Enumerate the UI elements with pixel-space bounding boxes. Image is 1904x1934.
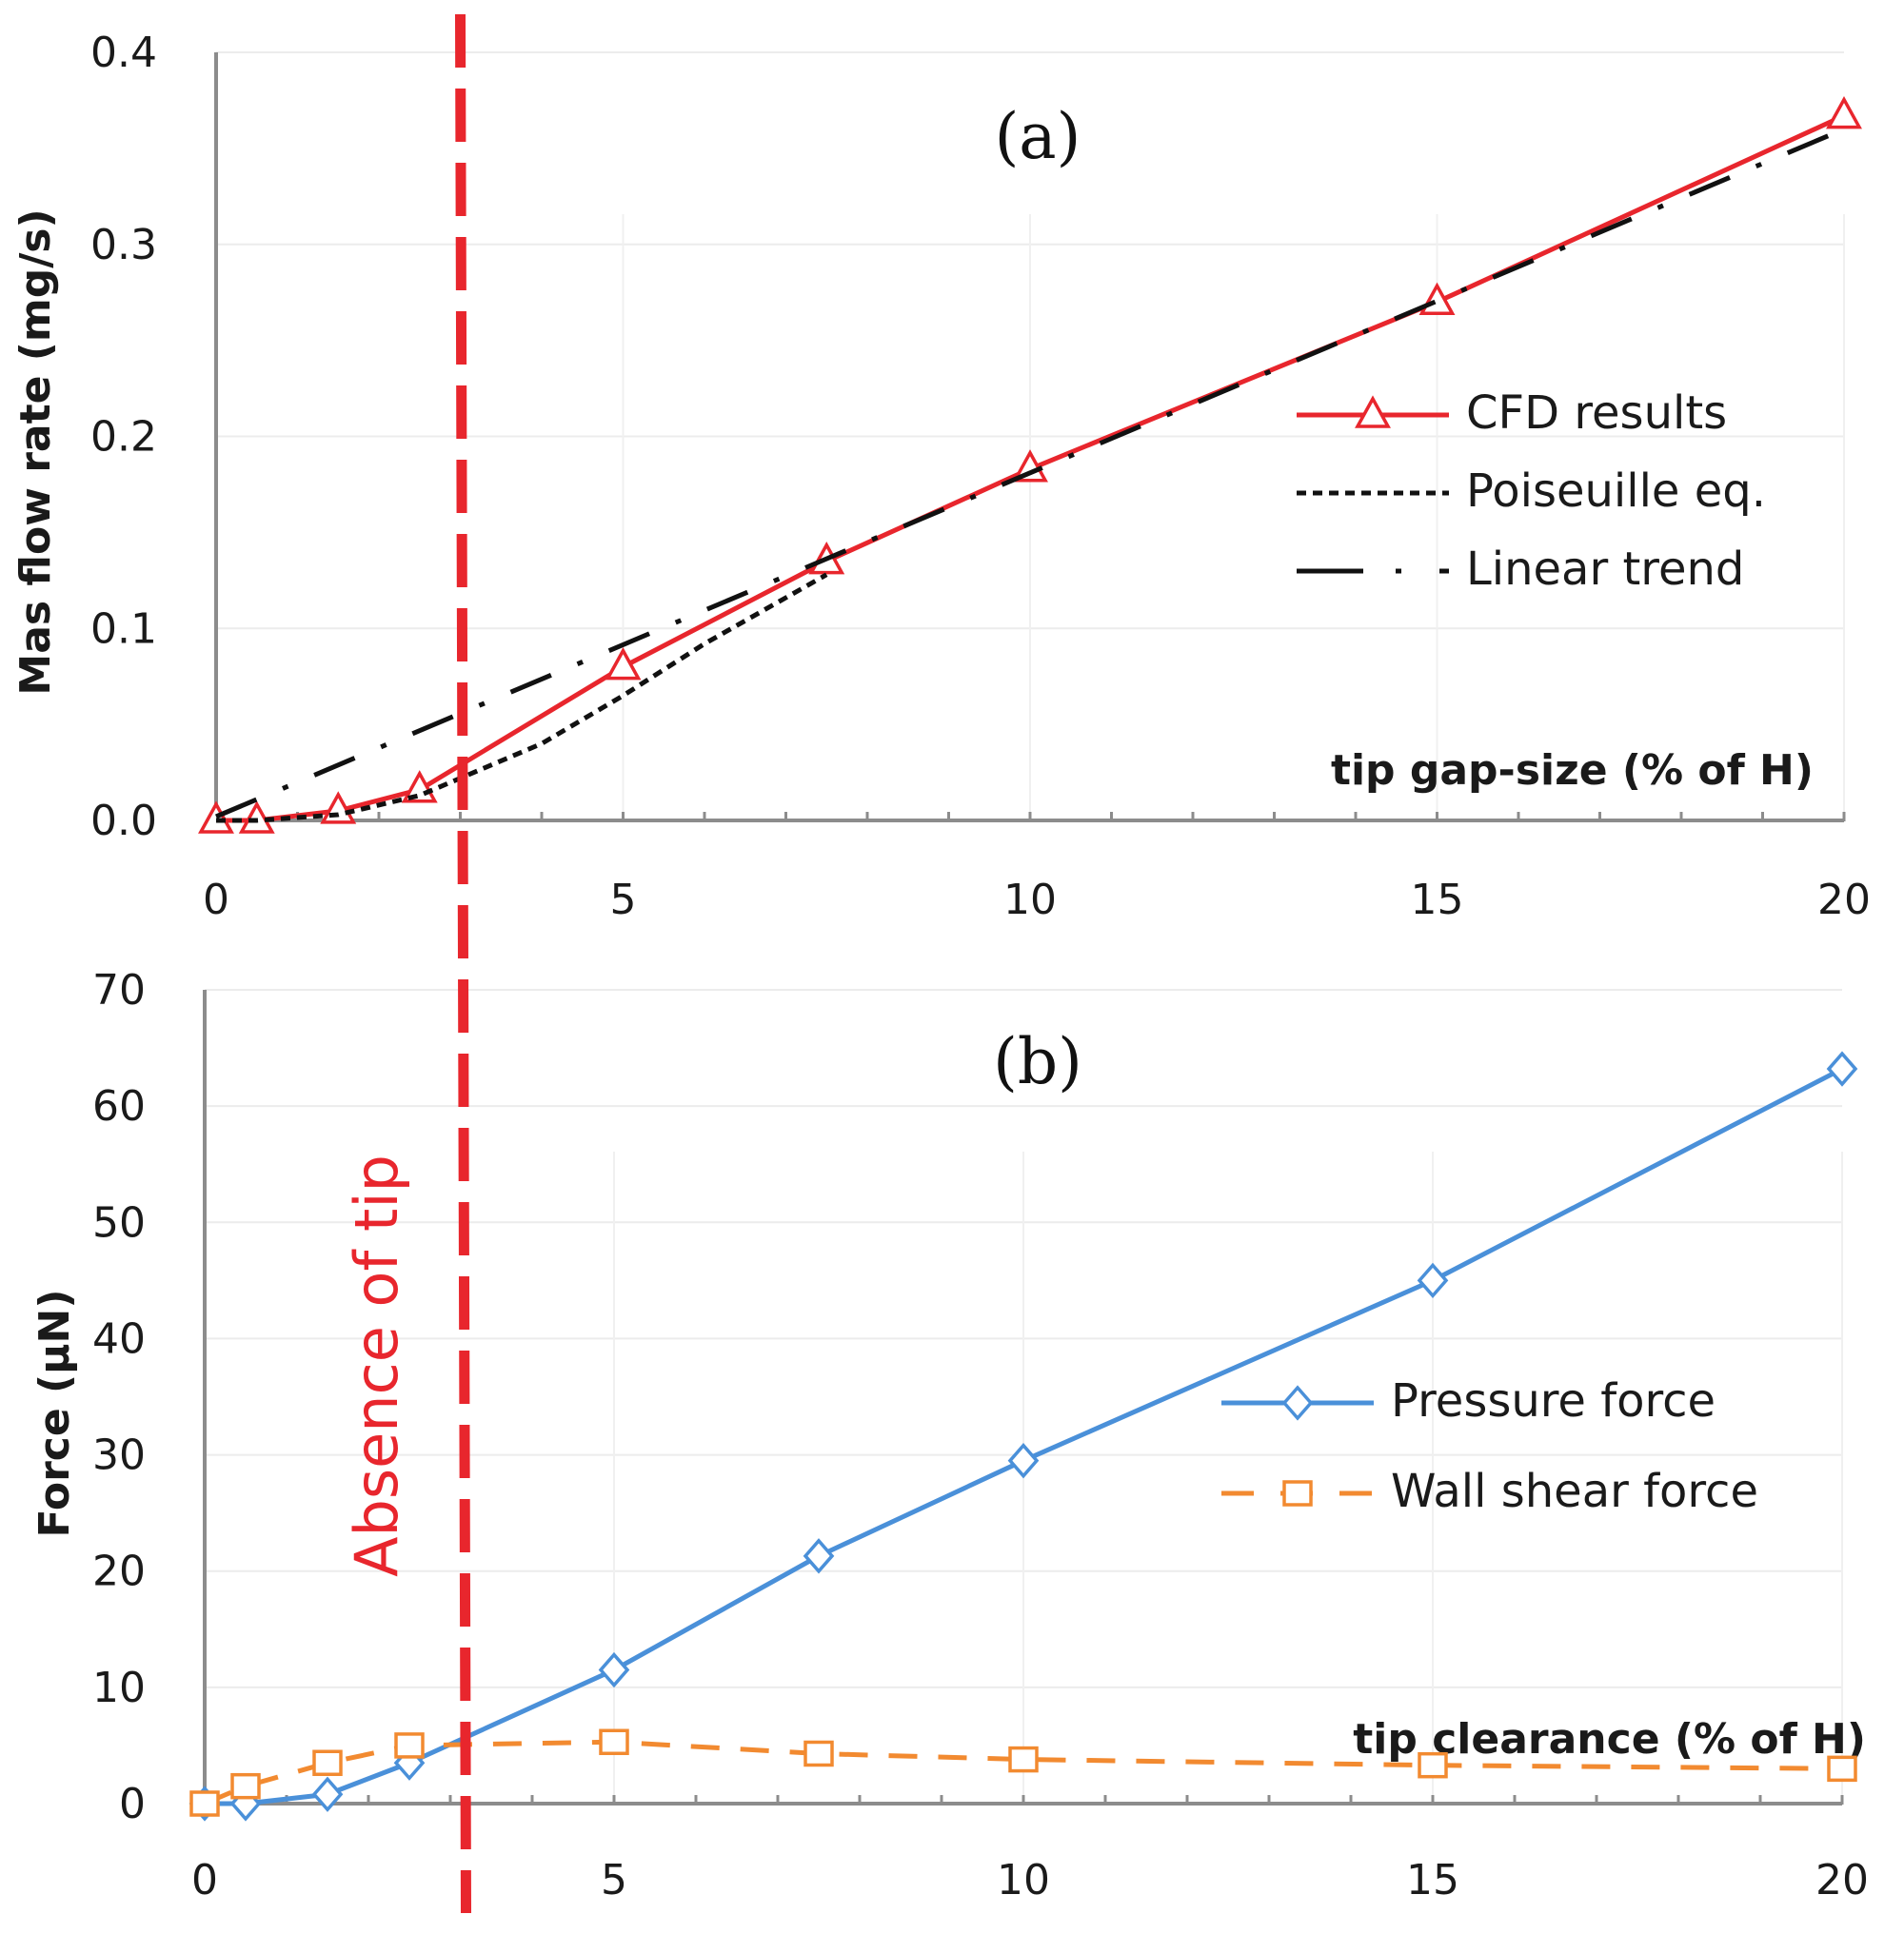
panel-a-legend-label-poiseuille-eq: Poiseuille eq.	[1466, 464, 1766, 518]
panel-a-legend-label-cfd-results: CFD results	[1466, 386, 1727, 440]
panel-a-y-tick-label: 0.1	[90, 604, 157, 653]
panel-b-legend-label-wall-shear-force: Wall shear force	[1391, 1465, 1758, 1518]
panel-b-x-tick-label: 10	[997, 1856, 1050, 1904]
panel-a-legend-label-linear-trend: Linear trend	[1466, 543, 1744, 596]
panel-a-x-tick-label: 5	[610, 876, 637, 924]
panel-a-series-cfd-results-point	[1826, 95, 1862, 129]
panel-a-series-poiseuille-eq-line	[216, 572, 828, 823]
panel-b-x-tick-label: 5	[601, 1856, 627, 1904]
panel-b-series-wall-shear-force-point	[189, 1790, 220, 1817]
panel-b-series-wall-shear-force-point	[1418, 1751, 1448, 1779]
panel-a-x-tick-label: 20	[1817, 876, 1871, 924]
panel-b-y-tick-label: 10	[92, 1664, 146, 1712]
panel-a-series-cfd-results-point	[605, 646, 642, 681]
panel-b-series-pressure-force-point	[1417, 1262, 1449, 1299]
absence-of-tip-label: Absence of tip	[342, 1154, 411, 1577]
panel-b-series-pressure-force-point	[311, 1776, 344, 1812]
panel-b-legend-label-pressure-force: Pressure force	[1391, 1374, 1716, 1428]
panel-a-series-linear-trend-line	[215, 127, 1845, 819]
panel-b-y-tick-label: 60	[92, 1082, 146, 1131]
panel-a-y-tick-label: 0.4	[90, 29, 157, 77]
panel-b-y-tick-label: 30	[92, 1431, 146, 1480]
panel-b-y-axis-title: Force (μN)	[30, 1290, 79, 1538]
panel-a-gridlines	[216, 51, 1845, 820]
panel-b-y-tick-label: 40	[92, 1314, 146, 1363]
panel-a-x-axis-title: tip gap-size (% of H)	[1331, 746, 1814, 795]
panel-a-y-axis-title: Mas flow rate (mg/s)	[11, 208, 60, 695]
panel-b-series-pressure-force-point	[1826, 1051, 1858, 1087]
panel-b-gridlines	[205, 989, 1843, 1804]
panel-b-series-pressure-force-point	[1007, 1443, 1040, 1479]
panel-a-y-tick-label: 0.3	[90, 221, 157, 269]
panel-b-series-wall-shear-force-point	[312, 1749, 343, 1776]
panel-b-y-tick-label: 0	[119, 1780, 146, 1828]
panel-b-series-wall-shear-force-point	[394, 1732, 425, 1759]
panel-b-legend-marker-pressure-force	[1281, 1385, 1314, 1421]
panel-b-label: (b)	[993, 1025, 1082, 1098]
absence-of-tip-dashed-line	[455, 13, 471, 1914]
panel-b-legend-marker-wall-shear-force	[1282, 1480, 1313, 1507]
panel-b-series-pressure-force-point	[598, 1651, 630, 1688]
panel-b-series-wall-shear-force-point	[1008, 1746, 1039, 1773]
panel-a-y-tick-label: 0.0	[90, 797, 157, 845]
panel-b-y-tick-label: 50	[92, 1198, 146, 1247]
panel-a-legend-marker-cfd-results	[1355, 395, 1391, 428]
annotation-layer: Absence of tip	[342, 13, 471, 1914]
panel-b-series-wall-shear-force-point	[599, 1728, 629, 1756]
panel-a-x-tick-label: 10	[1003, 876, 1057, 924]
panel-a-label: (a)	[995, 100, 1081, 173]
panel-b-series-pressure-force-point	[803, 1538, 835, 1574]
panel-b-series-wall-shear-force-point	[1827, 1755, 1857, 1783]
panel-a-y-tick-label: 0.2	[90, 413, 157, 462]
panel-a-x-tick-label: 0	[203, 876, 229, 924]
panel-a-x-tick-label: 15	[1411, 876, 1464, 924]
panel-b-y-tick-label: 20	[92, 1548, 146, 1596]
panel-b-y-tick-label: 70	[92, 966, 146, 1015]
panel-b-x-tick-label: 20	[1815, 1856, 1869, 1904]
panel-a-mass-flow-chart: Mas flow rate (mg/s) tip gap-size (% of …	[11, 29, 1871, 924]
panel-b-x-tick-label: 0	[191, 1856, 218, 1904]
panel-b-x-tick-label: 15	[1406, 1856, 1459, 1904]
panel-b-series-wall-shear-force-point	[230, 1772, 261, 1800]
panel-b-series-wall-shear-force-point	[803, 1740, 834, 1767]
